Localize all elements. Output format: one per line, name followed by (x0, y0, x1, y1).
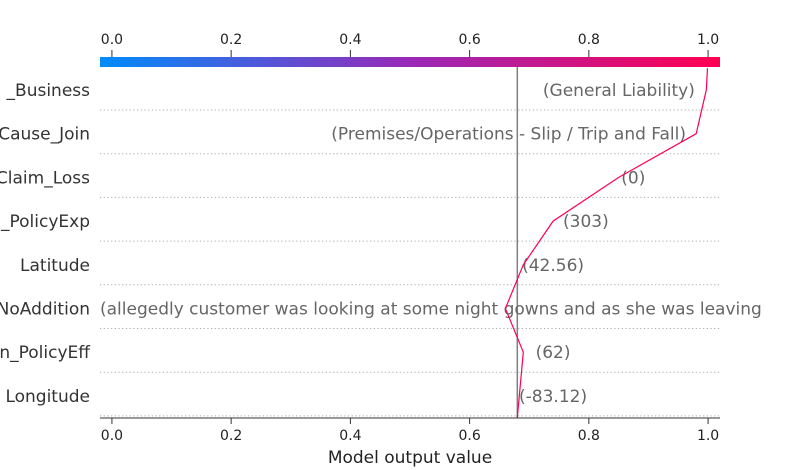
x-axis-ticks: 0.0 0.2 0.4 0.6 0.8 1.0 (101, 418, 719, 444)
feature-name: NoAddition (0, 300, 90, 320)
x-tick-label: 0.8 (578, 428, 600, 444)
x-tick-label: 0.0 (101, 428, 123, 444)
feature-name: Latitude (20, 256, 90, 276)
feature-name: _PolicyExp (0, 212, 90, 232)
x-tick-label: 0.4 (339, 428, 361, 444)
value-labels: (General Liability) (Premises/Operations … (100, 81, 762, 407)
colorbar-tick-label: 1.0 (697, 32, 719, 48)
x-tick-label: 0.2 (220, 428, 242, 444)
colorbar-tick-label: 0.6 (458, 32, 480, 48)
feature-value-label: (303) (563, 212, 609, 232)
colorbar-tick-label: 0.0 (101, 32, 123, 48)
feature-name: Longitude (5, 387, 90, 407)
feature-value-label: (allegedly customer was looking at some … (100, 300, 762, 320)
feature-name: Cause_Join (0, 125, 90, 145)
feature-value-label: (-83.12) (519, 387, 587, 407)
feature-name: Claim_Loss (0, 168, 90, 188)
colorbar-tick-label: 0.4 (339, 32, 361, 48)
feature-value-label: (General Liability) (543, 81, 695, 101)
x-tick-label: 0.6 (458, 428, 480, 444)
feature-value-label: (0) (621, 168, 645, 188)
gridlines (100, 109, 720, 417)
colorbar-tick-label: 0.2 (220, 32, 242, 48)
colorbar-tick-label: 0.8 (578, 32, 600, 48)
feature-value-label: (Premises/Operations - Slip / Trip and F… (331, 125, 686, 145)
colorbar (100, 57, 720, 67)
feature-labels: _Business Cause_Join Claim_Loss _PolicyExp L… (0, 81, 91, 407)
feature-name: _Business (6, 81, 91, 101)
x-tick-label: 1.0 (697, 428, 719, 444)
x-axis-label: Model output value (328, 448, 492, 468)
feature-name: n_PolicyEff (0, 343, 91, 363)
feature-value-label: (62) (536, 343, 571, 363)
colorbar-ticks: 0.0 0.2 0.4 0.6 0.8 1.0 (101, 32, 719, 57)
feature-value-label: (42.56) (522, 256, 584, 276)
decision-line (504, 68, 709, 418)
